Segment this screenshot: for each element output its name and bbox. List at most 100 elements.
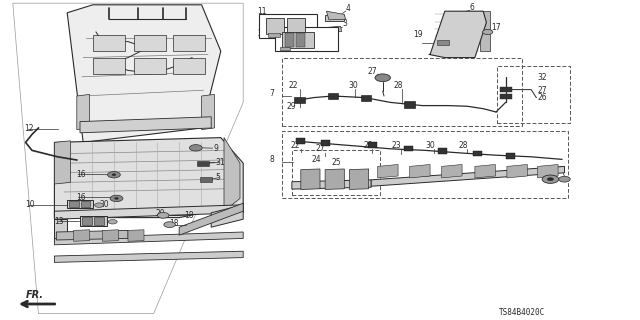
Text: 30: 30: [425, 141, 435, 150]
Bar: [438, 148, 447, 154]
Text: 18: 18: [170, 219, 179, 228]
Polygon shape: [67, 5, 221, 142]
Text: 18: 18: [184, 211, 193, 220]
Circle shape: [542, 175, 559, 183]
Text: 19: 19: [413, 30, 422, 39]
Circle shape: [95, 203, 104, 207]
Text: 11: 11: [257, 7, 267, 16]
Text: 31: 31: [216, 158, 225, 167]
Circle shape: [108, 220, 117, 224]
Text: 4: 4: [346, 4, 351, 12]
Bar: [259, 14, 317, 38]
Text: 17: 17: [492, 23, 501, 32]
Polygon shape: [211, 205, 243, 227]
Bar: [404, 101, 415, 108]
Polygon shape: [301, 169, 320, 189]
Bar: [404, 146, 413, 151]
Polygon shape: [538, 164, 558, 178]
Bar: [282, 58, 522, 126]
Bar: [437, 40, 449, 45]
Circle shape: [189, 145, 202, 151]
Circle shape: [559, 176, 570, 182]
Bar: [282, 131, 568, 198]
Polygon shape: [442, 164, 462, 178]
Polygon shape: [179, 203, 243, 235]
Text: 29: 29: [286, 102, 296, 111]
Bar: [321, 140, 330, 146]
Bar: [328, 93, 338, 99]
Bar: [173, 35, 205, 51]
Bar: [292, 150, 380, 195]
Bar: [285, 33, 294, 47]
Text: TS84B4020C: TS84B4020C: [499, 308, 545, 317]
Polygon shape: [224, 138, 240, 211]
Text: 9: 9: [213, 144, 218, 153]
Polygon shape: [54, 251, 243, 262]
Bar: [93, 58, 125, 74]
Bar: [200, 177, 212, 182]
Text: 6: 6: [470, 3, 475, 12]
Polygon shape: [54, 138, 243, 218]
Polygon shape: [475, 164, 495, 178]
Bar: [266, 18, 284, 34]
Bar: [296, 33, 305, 47]
Bar: [134, 58, 166, 74]
Circle shape: [112, 174, 116, 176]
Text: 20: 20: [99, 200, 109, 209]
Circle shape: [108, 172, 120, 178]
Text: 21: 21: [275, 38, 285, 47]
Text: 14: 14: [321, 32, 331, 41]
Text: 7: 7: [269, 89, 274, 98]
Circle shape: [375, 74, 390, 82]
Text: 21: 21: [257, 29, 267, 38]
Polygon shape: [349, 169, 369, 189]
Polygon shape: [325, 169, 344, 189]
Text: 27: 27: [368, 67, 378, 76]
Bar: [325, 15, 344, 21]
Text: 23: 23: [392, 141, 402, 150]
Bar: [197, 161, 209, 166]
Bar: [93, 35, 125, 51]
Bar: [67, 200, 93, 208]
Bar: [81, 201, 90, 207]
Circle shape: [115, 197, 118, 199]
Text: 1: 1: [540, 166, 545, 175]
Bar: [268, 33, 280, 37]
Bar: [134, 35, 166, 51]
Bar: [280, 47, 290, 50]
Polygon shape: [202, 94, 214, 130]
Text: 15: 15: [454, 44, 464, 53]
Text: 29: 29: [364, 141, 374, 150]
Polygon shape: [326, 11, 346, 20]
Polygon shape: [13, 3, 243, 314]
Text: 27: 27: [538, 86, 547, 95]
Bar: [500, 87, 512, 92]
Text: 5: 5: [216, 173, 221, 182]
Text: 13: 13: [54, 217, 64, 226]
Bar: [69, 201, 79, 207]
Text: 16: 16: [76, 193, 86, 202]
Bar: [368, 142, 377, 148]
Bar: [94, 217, 104, 225]
Polygon shape: [480, 11, 490, 51]
Bar: [473, 151, 482, 156]
Polygon shape: [74, 230, 90, 241]
Text: 16: 16: [76, 170, 86, 179]
Circle shape: [164, 222, 175, 228]
Bar: [361, 95, 371, 101]
Text: 27: 27: [315, 144, 325, 153]
Polygon shape: [54, 232, 243, 245]
Circle shape: [483, 29, 493, 35]
Text: 20: 20: [155, 209, 165, 218]
Text: 3: 3: [342, 19, 348, 28]
Polygon shape: [410, 164, 430, 178]
Text: 25: 25: [331, 158, 341, 167]
Polygon shape: [128, 230, 144, 241]
Text: FR.: FR.: [26, 290, 44, 300]
Bar: [282, 32, 314, 48]
Bar: [275, 27, 338, 51]
Polygon shape: [54, 205, 243, 219]
Text: 32: 32: [538, 73, 547, 82]
Bar: [80, 216, 107, 226]
Text: 22: 22: [291, 141, 300, 150]
